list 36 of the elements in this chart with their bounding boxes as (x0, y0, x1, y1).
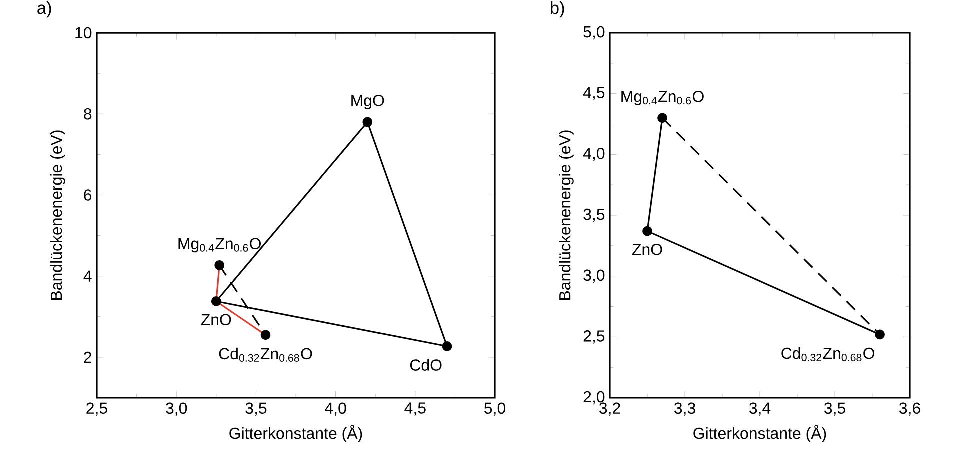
y-tick-label: 5,0 (584, 26, 605, 40)
x-tick-label: 4,0 (325, 402, 346, 416)
x-tick-label: 3,5 (246, 402, 267, 416)
annotation: ZnO (201, 314, 232, 326)
y-axis-title: Bandlückenenergie (eV) (50, 130, 66, 300)
x-tick-label: 5,0 (484, 402, 506, 416)
y-tick-label: 10 (76, 27, 92, 39)
x-tick-label: 3,2 (599, 402, 620, 416)
annotation: ZnO (632, 244, 662, 256)
annotation: Cd$_{0.32}$Zn$_{0.68}$O (782, 347, 875, 362)
x-tick-label: 3,6 (900, 402, 920, 416)
annotation: CdO (410, 359, 442, 371)
y-tick-label: 6 (84, 190, 92, 201)
y-tick-label: 4,5 (583, 87, 605, 100)
y-tick-label: 2 (84, 352, 92, 364)
y-tick-label: 8 (84, 108, 92, 120)
x-tick-label: 3,0 (166, 402, 188, 416)
chart-title: a) (38, 1, 52, 18)
x-axis-title: Gitterkonstante (Å) (694, 425, 826, 442)
y-tick-label: 3,5 (584, 208, 605, 222)
chart-title: b) (550, 1, 564, 18)
x-tick-label: 4,5 (404, 402, 426, 416)
annotation: Cd$_{0.32}$Zn$_{0.68}$O (219, 348, 312, 362)
y-axis-title: Bandlückenenergie (eV) (558, 130, 574, 300)
annotation: Mg$_{0.4}$Zn$_{0.6}$O (622, 90, 704, 106)
x-tick-label: 3,3 (674, 402, 696, 416)
y-tick-label: 2,0 (584, 391, 605, 405)
x-tick-label: 3,4 (749, 402, 771, 416)
y-tick-label: 4 (84, 270, 92, 282)
y-tick-label: 2,5 (584, 330, 605, 344)
y-tick-label: 3,0 (584, 270, 605, 283)
y-tick-label: 4,0 (583, 148, 605, 162)
annotation: Mg$_{0.4}$Zn$_{0.6}$O (178, 238, 261, 253)
x-tick-label: 3,5 (824, 402, 846, 416)
annotation: MgO (352, 95, 384, 110)
x-axis-title: Gitterkonstante (Å) (230, 425, 362, 442)
